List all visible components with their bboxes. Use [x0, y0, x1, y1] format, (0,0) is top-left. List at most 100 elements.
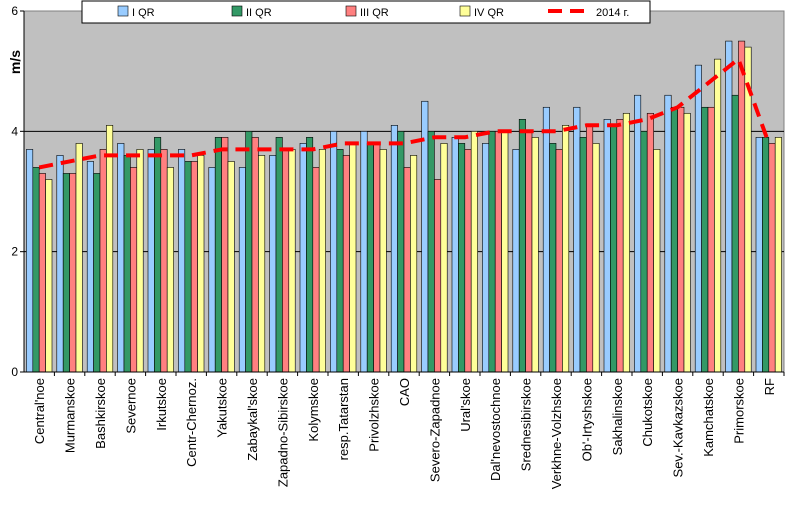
bar-i-qr-23: [725, 40, 733, 373]
bar-iv-qr-6: [227, 161, 235, 373]
bar-iii-qr-2: [99, 149, 107, 373]
bar-iii-qr-17: [555, 149, 563, 373]
category-label: Severnoe: [123, 378, 138, 434]
bar-ii-qr-9: [306, 137, 314, 373]
category-label: Central'noe: [32, 378, 47, 444]
bar-iii-qr-7: [251, 137, 259, 373]
bar-ii-qr-13: [427, 131, 435, 373]
bar-iii-qr-0: [38, 173, 46, 373]
y-tick-labels: 0 2 4 6: [11, 4, 18, 379]
bar-iv-qr-10: [349, 143, 357, 373]
bar-i-qr-7: [238, 167, 246, 373]
bar-iii-qr-18: [586, 125, 594, 373]
bar-iv-qr-14: [470, 131, 478, 373]
legend-label: I QR: [132, 7, 155, 19]
legend: I QR II QR III QR IV QR 2014 г.: [81, 0, 651, 24]
legend-box: [81, 0, 651, 24]
bar-i-qr-9: [299, 143, 307, 373]
y-tick-label: 2: [11, 245, 18, 259]
bar-iv-qr-0: [45, 179, 53, 373]
bar-i-qr-5: [178, 149, 186, 373]
category-label: Ural'skoe: [458, 378, 473, 432]
bar-iii-qr-3: [130, 167, 138, 373]
bar-iv-qr-19: [622, 112, 630, 373]
bar-ii-qr-14: [458, 143, 466, 373]
bar-ii-qr-18: [579, 137, 587, 373]
bar-iv-qr-22: [714, 58, 722, 373]
bar-iii-qr-21: [677, 106, 685, 373]
bar-iv-qr-8: [288, 149, 296, 373]
bar-i-qr-20: [634, 94, 642, 373]
bar-i-qr-12: [390, 125, 398, 373]
legend-swatch: [459, 5, 471, 17]
bar-iii-qr-16: [525, 131, 533, 373]
bar-iii-qr-12: [403, 167, 411, 373]
category-label: Zabaykal'skoe: [245, 378, 260, 461]
bar-ii-qr-12: [397, 131, 405, 373]
bar-iv-qr-5: [197, 155, 205, 373]
bar-i-qr-11: [360, 131, 368, 373]
bar-iv-qr-18: [592, 143, 600, 373]
bar-ii-qr-7: [245, 131, 253, 373]
bar-iv-qr-16: [531, 137, 539, 373]
bar-i-qr-8: [269, 155, 277, 373]
category-label: Severo-Zapadnoe: [427, 378, 442, 482]
trend-line-layer: [38, 57, 771, 170]
bar-iii-qr-5: [190, 161, 198, 373]
category-label: Chukotskoe: [640, 378, 655, 447]
legend-swatch: [231, 5, 243, 17]
bar-iii-qr-4: [160, 149, 168, 373]
category-label: Kolymskoe: [306, 378, 321, 442]
category-label: Dal'nevostochnoe: [488, 378, 503, 481]
bar-ii-qr-16: [518, 119, 526, 373]
bar-ii-qr-11: [366, 143, 374, 373]
x-tick-labels: Central'noe Murmanskoe Bashkirskoe Severnoe…: [32, 378, 777, 489]
bar-i-qr-0: [26, 149, 34, 373]
category-label: Sev.-Kavkazskoe: [671, 378, 686, 477]
bar-iv-qr-1: [75, 143, 83, 373]
bar-i-qr-18: [573, 106, 581, 373]
category-label: Primorskoe: [731, 378, 746, 444]
bar-ii-qr-8: [275, 137, 283, 373]
bar-ii-qr-6: [214, 137, 222, 373]
bar-iv-qr-17: [562, 125, 570, 373]
bar-iv-qr-3: [136, 149, 144, 373]
y-tick-label: 6: [11, 4, 18, 18]
bar-ii-qr-2: [93, 173, 101, 373]
category-label: Kamchatskoe: [701, 378, 716, 457]
bar-iii-qr-19: [616, 119, 624, 373]
category-label: Sakhalinskoe: [610, 378, 625, 455]
bar-iv-qr-20: [653, 149, 661, 373]
y-tick-label: 4: [11, 124, 18, 138]
bar-ii-qr-19: [610, 125, 618, 373]
bar-ii-qr-20: [640, 131, 648, 373]
bar-i-qr-10: [330, 131, 338, 373]
bar-ii-qr-21: [670, 106, 678, 373]
bar-i-qr-24: [755, 137, 763, 373]
category-label: Ob'-Irtyshskoe: [579, 378, 594, 461]
legend-swatch: [345, 5, 357, 17]
bar-iv-qr-4: [166, 167, 174, 373]
bar-i-qr-1: [56, 155, 64, 373]
bar-i-qr-21: [664, 94, 672, 373]
y-tick-label: 0: [11, 365, 18, 379]
bar-iii-qr-22: [707, 106, 715, 373]
legend-swatch: [117, 5, 129, 17]
y-axis-title: m/s: [7, 50, 23, 74]
bar-iii-qr-13: [434, 179, 442, 373]
category-label: resp.Tatarstan: [336, 378, 351, 460]
bar-ii-qr-4: [154, 137, 162, 373]
bar-ii-qr-23: [731, 94, 739, 373]
category-label: Bashkirskoe: [93, 378, 108, 449]
bar-ii-qr-15: [488, 131, 496, 373]
bars: [26, 40, 782, 373]
bar-iii-qr-6: [221, 137, 229, 373]
bar-i-qr-2: [86, 161, 94, 373]
bar-i-qr-17: [542, 106, 550, 373]
bar-iv-qr-9: [318, 149, 326, 373]
legend-label: IV QR: [474, 7, 504, 19]
bar-iii-qr-23: [738, 40, 746, 373]
bar-iii-qr-9: [312, 167, 320, 373]
axes: [23, 11, 784, 373]
bar-ii-qr-5: [184, 161, 192, 373]
